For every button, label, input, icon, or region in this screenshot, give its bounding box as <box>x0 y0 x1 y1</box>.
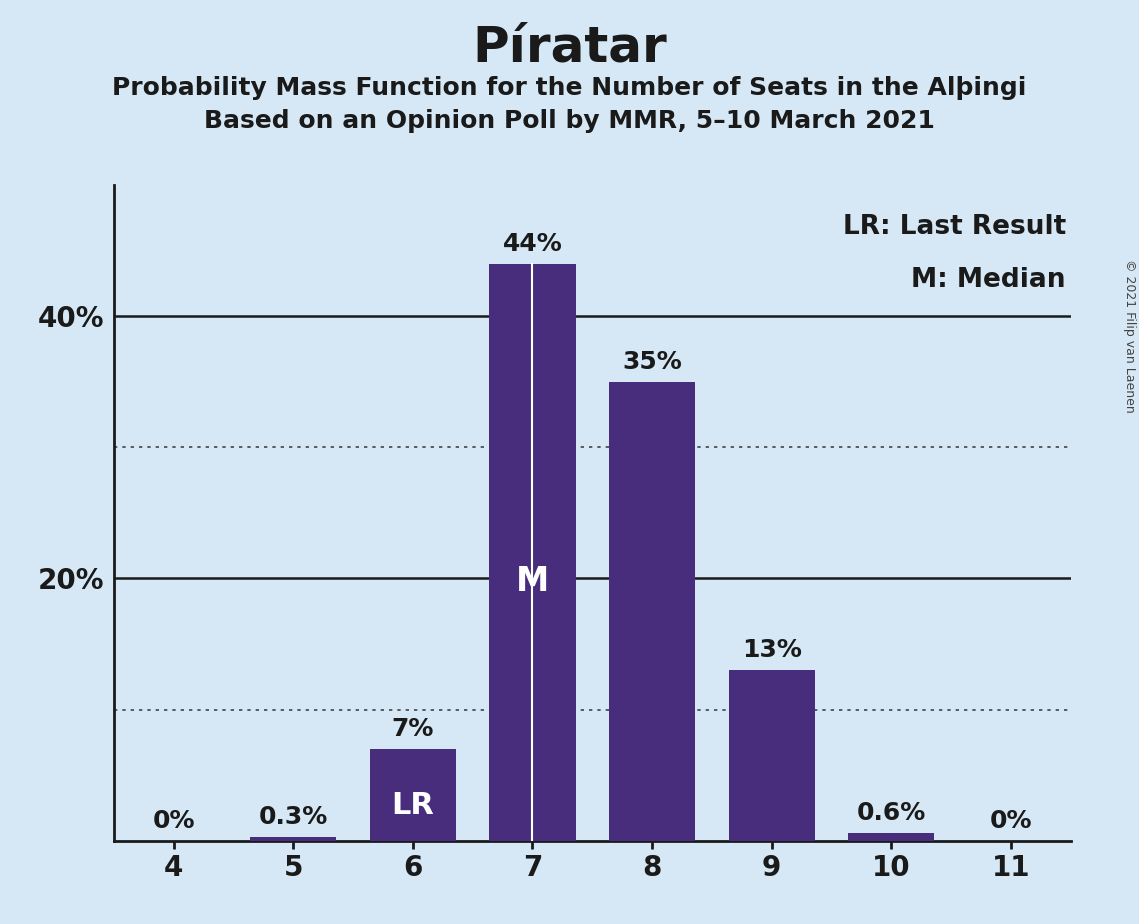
Text: LR: LR <box>392 792 434 821</box>
Text: M: M <box>516 565 549 598</box>
Bar <box>849 833 934 841</box>
Bar <box>609 382 695 841</box>
Text: Probability Mass Function for the Number of Seats in the Alþingi: Probability Mass Function for the Number… <box>113 76 1026 100</box>
Text: 13%: 13% <box>741 638 802 663</box>
Text: LR: Last Result: LR: Last Result <box>843 214 1066 240</box>
Text: 7%: 7% <box>392 717 434 741</box>
Text: Based on an Opinion Poll by MMR, 5–10 March 2021: Based on an Opinion Poll by MMR, 5–10 Ma… <box>204 109 935 133</box>
Text: Píratar: Píratar <box>473 23 666 71</box>
Text: M: Median: M: Median <box>911 267 1066 293</box>
Text: © 2021 Filip van Laenen: © 2021 Filip van Laenen <box>1123 259 1137 412</box>
Text: 44%: 44% <box>502 232 563 256</box>
Text: 0.3%: 0.3% <box>259 805 328 829</box>
Bar <box>251 837 336 841</box>
Bar <box>490 263 575 841</box>
Text: 0%: 0% <box>153 809 195 833</box>
Text: 35%: 35% <box>622 350 682 373</box>
Text: 0%: 0% <box>990 809 1032 833</box>
Bar <box>729 670 814 841</box>
Text: 0.6%: 0.6% <box>857 801 926 825</box>
Bar <box>370 749 456 841</box>
